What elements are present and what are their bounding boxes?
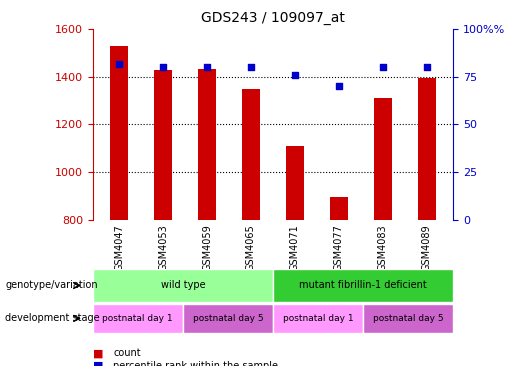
Text: ■: ■ [93, 361, 103, 366]
Bar [418, 78, 436, 220]
Text: development stage: development stage [5, 313, 100, 324]
Text: mutant fibrillin-1 deficient: mutant fibrillin-1 deficient [299, 280, 427, 291]
FancyBboxPatch shape [183, 304, 273, 333]
Text: wild type: wild type [161, 280, 205, 291]
Bar [242, 89, 260, 220]
Point [379, 64, 387, 70]
Bar [330, 197, 348, 220]
FancyBboxPatch shape [363, 304, 453, 333]
Bar [374, 98, 391, 220]
Text: percentile rank within the sample: percentile rank within the sample [113, 361, 278, 366]
Point [159, 64, 167, 70]
Bar [154, 70, 172, 220]
FancyBboxPatch shape [273, 304, 363, 333]
Bar [286, 146, 304, 220]
Text: postnatal day 5: postnatal day 5 [193, 314, 263, 323]
Point [203, 64, 211, 70]
Bar [110, 46, 128, 220]
Text: count: count [113, 348, 141, 358]
Text: postnatal day 5: postnatal day 5 [373, 314, 443, 323]
Text: postnatal day 1: postnatal day 1 [102, 314, 173, 323]
Point [423, 64, 431, 70]
Point [291, 72, 299, 78]
Text: ■: ■ [93, 348, 103, 358]
FancyBboxPatch shape [93, 269, 273, 302]
Point [335, 83, 343, 89]
Text: genotype/variation: genotype/variation [5, 280, 98, 291]
Point [247, 64, 255, 70]
Text: postnatal day 1: postnatal day 1 [283, 314, 353, 323]
FancyBboxPatch shape [273, 269, 453, 302]
Bar [198, 68, 216, 220]
Title: GDS243 / 109097_at: GDS243 / 109097_at [201, 11, 345, 26]
Point [115, 61, 123, 67]
FancyBboxPatch shape [93, 304, 183, 333]
